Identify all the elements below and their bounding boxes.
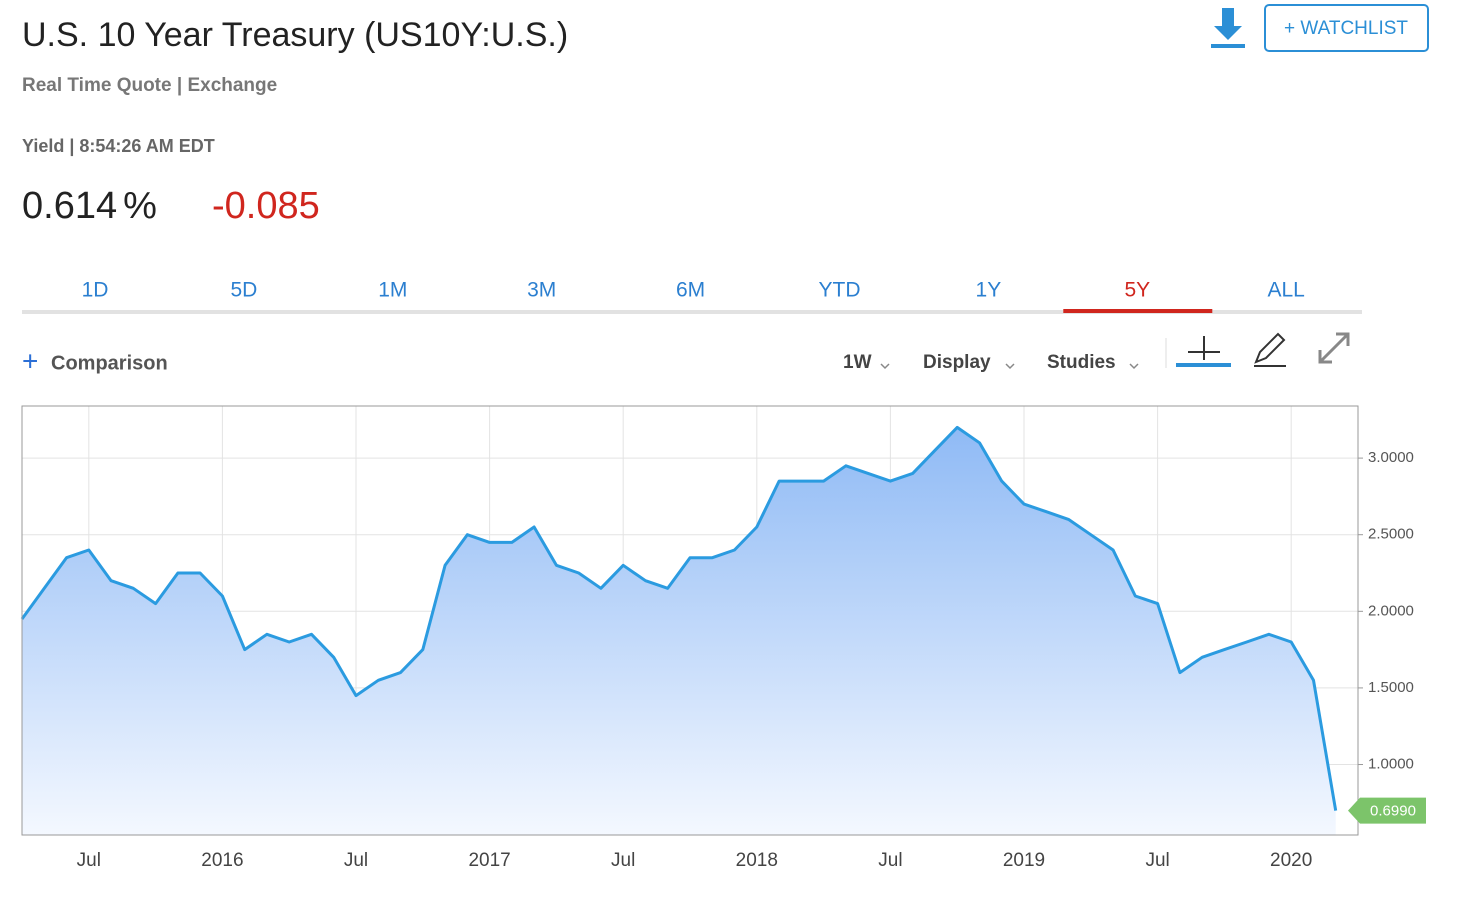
price: 0.614% (22, 185, 157, 227)
comparison[interactable]: Comparison (51, 352, 168, 374)
subtitle: Real Time Quote | Exchange (22, 75, 277, 96)
download-button[interactable] (1211, 8, 1245, 48)
x-tick-label: 2018 (736, 850, 778, 871)
tab[interactable]: 5D (230, 279, 257, 302)
x-tick-label: Jul (77, 850, 101, 871)
x-tick-label: 2017 (468, 850, 510, 871)
tab[interactable]: YTD (819, 279, 861, 302)
y-tick-label: 1.0000 (1368, 755, 1414, 772)
tab[interactable]: 1M (378, 279, 407, 302)
x-tick-label: Jul (344, 850, 368, 871)
expand-tool[interactable] (1318, 332, 1350, 364)
price-unit: % (123, 185, 157, 227)
studies[interactable]: Studies (1047, 352, 1116, 373)
last-value-label: 0.6990 (1370, 803, 1416, 820)
y-tick-label: 2.5000 (1368, 526, 1414, 543)
tab[interactable]: 1D (82, 279, 109, 302)
tab[interactable]: ALL (1268, 279, 1305, 302)
watchlist-button[interactable] (1264, 4, 1429, 52)
area (22, 427, 1336, 835)
change: -0.085 (212, 185, 320, 227)
display[interactable]: Display (923, 352, 991, 373)
last-value-tag (1348, 797, 1426, 824)
tab[interactable]: 1Y (976, 279, 1002, 302)
tab[interactable]: 6M (676, 279, 705, 302)
tab-underline (1063, 309, 1213, 313)
x-tick-label: 2019 (1003, 850, 1045, 871)
x-tick-label: 2016 (201, 850, 243, 871)
plot: 1.0000 1.5000 2.0000 2.5000 3.0000 Jul 2016 Jul… (20, 405, 1426, 871)
plot-border (21, 405, 1359, 836)
caret (880, 363, 890, 370)
interval[interactable]: 1W (843, 352, 872, 373)
line (20, 425, 1338, 811)
quote-time: Yield | 8:54:26 AM EDT (22, 136, 215, 156)
x-tick-label: Jul (878, 850, 902, 871)
y-tick-label: 3.0000 (1368, 449, 1414, 466)
tab[interactable]: 3M (527, 279, 556, 302)
x-tick-label: Jul (611, 850, 635, 871)
y-tick-label: 2.0000 (1368, 602, 1414, 619)
tabs: 1D 5D 1M 3M 6M YTD 1Y 5Y ALL (82, 279, 1305, 313)
comparison-plus: + (22, 345, 38, 376)
watchlist-label: + WATCHLIST (1284, 18, 1408, 39)
y-tick-label: 1.5000 (1368, 679, 1414, 696)
x-tick-label: Jul (1145, 850, 1169, 871)
draw-tool[interactable] (1254, 332, 1286, 367)
x-tick-label: 2020 (1270, 850, 1312, 871)
price-value: 0.614 (22, 185, 117, 227)
caret (1005, 363, 1015, 370)
tab[interactable]: 5Y (1124, 279, 1150, 302)
title: U.S. 10 Year Treasury (US10Y:U.S.) (22, 16, 568, 54)
caret (1129, 363, 1139, 370)
crosshair-tool[interactable] (1176, 336, 1231, 367)
